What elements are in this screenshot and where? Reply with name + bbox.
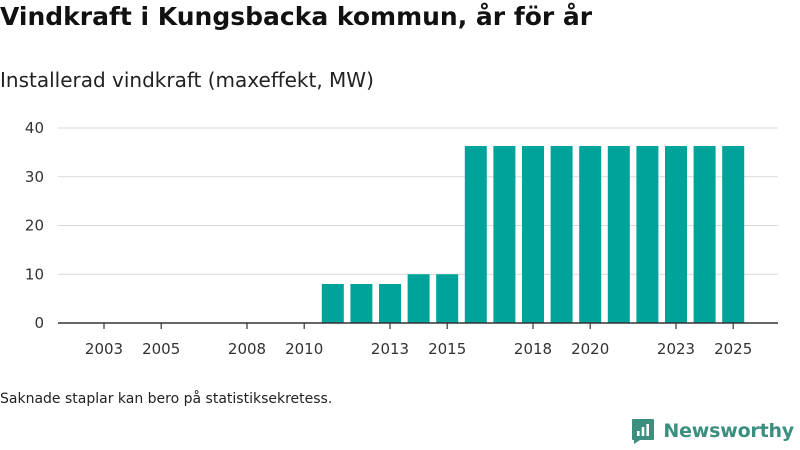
x-tick-label: 2023 [657,340,695,358]
bars [321,146,745,323]
footnote: Saknade staplar kan bero på statistiksek… [0,391,333,407]
x-tick-label: 2010 [285,340,323,358]
x-tick-label: 2005 [142,340,180,358]
bar-2022 [636,146,659,323]
x-tick-label: 2003 [85,340,123,358]
x-tick-label: 2008 [228,340,266,358]
bar-2024 [693,146,716,323]
y-tick-label: 20 [25,217,44,235]
bar-2015 [436,274,459,323]
newsworthy-logo-icon [632,419,655,444]
bar-2025 [722,146,745,323]
bar-2020 [579,146,602,323]
bar-2019 [550,146,573,323]
bar-2018 [522,146,544,323]
bar-2021 [607,146,630,323]
chart-title: Vindkraft i Kungsbacka kommun, år för år [0,2,593,31]
bar-2013 [379,284,401,323]
x-tick-label: 2025 [714,340,752,358]
bar-2016 [464,146,487,323]
y-tick-label: 10 [25,265,44,283]
y-tick-label: 40 [25,119,44,137]
bar-2011 [321,284,344,323]
x-tick-label: 2013 [371,340,409,358]
y-tick-label: 0 [34,314,44,332]
bar-2014 [407,274,430,323]
chart-subtitle: Installerad vindkraft (maxeffekt, MW) [0,68,374,92]
bar-2017 [493,146,516,323]
x-tick-label: 2018 [514,340,552,358]
x-tick-label: 2015 [428,340,466,358]
brand-name: Newsworthy [663,420,794,442]
bar-2012 [350,284,373,323]
bar-chart: 0 10 20 30 40 2003 2005 2008 2010 2013 2015 2018 202… [25,119,778,358]
y-tick-label: 30 [25,168,44,186]
axes: 0 10 20 30 40 2003 2005 2008 2010 2013 2015 2018 202… [25,119,778,358]
bar-2023 [665,146,687,323]
brand-logo: Newsworthy [631,418,794,444]
x-tick-label: 2020 [571,340,609,358]
